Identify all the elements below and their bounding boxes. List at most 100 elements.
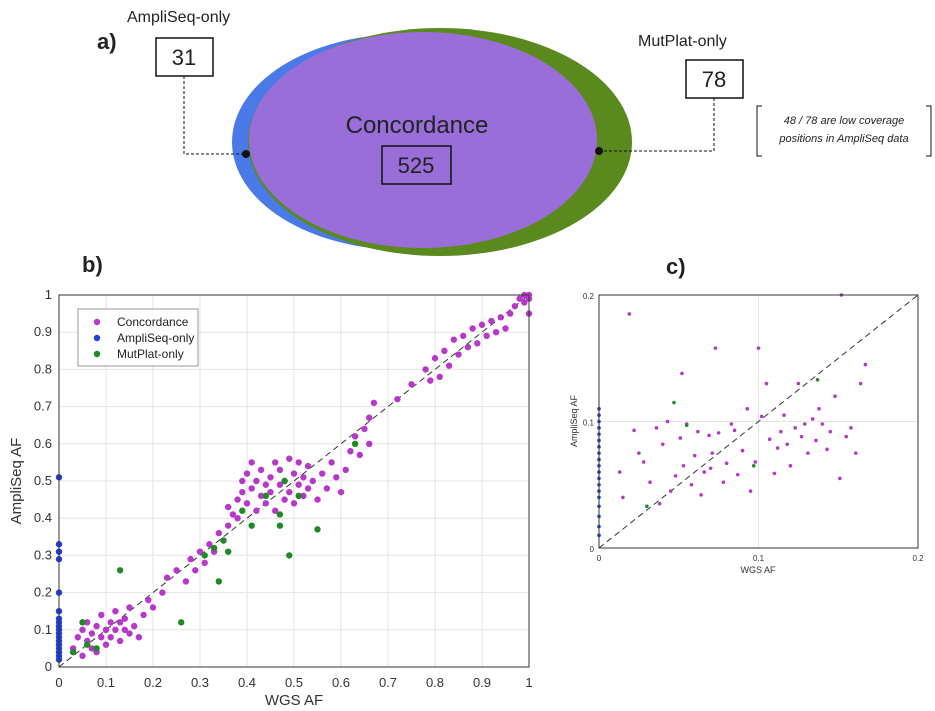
panel-b-x-tick-label: 0.2 — [144, 675, 162, 690]
panel-b-point-concordance — [323, 485, 331, 492]
panel-b-point-concordance — [93, 622, 100, 630]
panel-c-point-concordance — [756, 346, 761, 350]
panel-c-point-concordance — [657, 501, 662, 506]
panel-b-point-concordance — [248, 459, 255, 466]
panel-b-point-concordance — [309, 477, 316, 485]
panel-b-point-concordance — [159, 589, 166, 596]
panel-c-point-concordance — [753, 460, 758, 464]
panel-b-point-concordance — [116, 619, 124, 626]
panel-b-point-concordance — [290, 470, 298, 477]
panel-c-point-concordance — [759, 414, 764, 419]
panel-b-point-concordance — [469, 325, 476, 332]
concordance-label: Concordance — [346, 112, 489, 139]
panel-b-y-axis-label: AmpliSeq AF — [8, 438, 25, 525]
panel-c-point-concordance — [729, 422, 734, 426]
panel-c-point-mutplat-only — [645, 504, 649, 509]
panel-b-point-concordance — [272, 459, 279, 466]
panel-c-point-concordance — [810, 417, 815, 421]
legend-marker-concordance — [93, 318, 101, 326]
mutplat-only-label: MutPlat-only — [638, 33, 727, 50]
panel-c-point-concordance — [853, 451, 858, 455]
panel-b-point-concordance — [295, 459, 302, 466]
panel-b-point-concordance — [243, 470, 251, 477]
panel-b-point-concordance — [521, 299, 528, 306]
panel-b-y-tick-label: 0.6 — [34, 436, 52, 451]
panel-c-point-concordance — [661, 442, 665, 447]
panel-c-point-concordance — [858, 381, 863, 386]
panel-b-point-concordance — [464, 343, 472, 351]
panel-c-point-concordance — [678, 436, 683, 440]
panel-c-point-concordance — [721, 480, 726, 485]
panel-c-point-concordance — [863, 362, 868, 367]
panel-b-point-concordance — [107, 634, 114, 641]
panel-b-point-mutplat-only — [295, 492, 302, 500]
panel-b-point-concordance — [431, 355, 439, 362]
panel-b-point-concordance — [88, 645, 96, 652]
panel-c-point-mutplat-only — [684, 423, 689, 428]
panel-b-point-concordance — [131, 622, 138, 630]
panel-b-point-concordance — [286, 455, 293, 462]
panel-b-point-concordance — [408, 381, 415, 388]
panel-b-point-mutplat-only — [262, 492, 269, 500]
panel-c-point-concordance — [764, 381, 769, 386]
venn-panel: a) Concordance 525 AmpliSeq-only 31 MutP… — [97, 9, 932, 256]
panel-b-x-tick-label: 0.6 — [332, 675, 350, 690]
legend-label-ampliseq-only: AmpliSeq-only — [117, 331, 194, 345]
panel-c-frame — [598, 294, 919, 549]
panel-c-point-concordance — [748, 489, 753, 493]
panel-b-point-mutplat-only — [84, 641, 91, 648]
panel-b-point-concordance — [333, 474, 340, 481]
ampliseq-only-marker — [242, 150, 250, 158]
panel-b-point-concordance — [145, 596, 152, 604]
panel-b-points — [55, 291, 533, 663]
scatter-panel-c: c) 0 0.1 0.2 0 0.1 0.2 WGS AF AmpliSeq AF — [569, 254, 924, 575]
panel-c-y-tick-label: 0.1 — [583, 419, 595, 428]
panel-b-point-mutplat-only — [215, 578, 222, 585]
panel-b-point-concordance — [173, 567, 180, 574]
panel-b-point-concordance — [112, 608, 119, 615]
panel-b-x-tick-label: 1 — [525, 675, 532, 690]
panel-c-point-concordance — [828, 429, 833, 434]
panel-c-identity-line — [598, 294, 919, 549]
panel-c-point-concordance — [724, 461, 729, 466]
panel-c-point-concordance — [681, 463, 686, 468]
panel-b-point-concordance — [488, 317, 495, 325]
panel-b-point-concordance — [328, 459, 335, 466]
panel-c-point-concordance — [817, 407, 821, 411]
panel-b-point-concordance — [196, 548, 204, 555]
panel-b-y-tick-label: 0.7 — [34, 399, 52, 414]
panel-b-point-concordance — [98, 611, 105, 619]
panel-b-point-concordance — [366, 440, 373, 447]
panel-b-point-concordance — [319, 470, 326, 477]
panel-b-point-concordance — [126, 604, 133, 611]
panel-b-point-concordance — [276, 466, 284, 474]
panel-c-point-concordance — [779, 429, 783, 434]
panel-c-point-mutplat-only — [751, 463, 756, 468]
panel-a-label: a) — [97, 29, 117, 54]
panel-b-point-mutplat-only — [69, 648, 77, 656]
panel-b-point-concordance — [295, 481, 302, 488]
panel-b-point-mutplat-only — [314, 526, 321, 533]
panel-c-point-concordance — [844, 434, 849, 439]
panel-c-x-tick-label: 0.1 — [753, 554, 765, 563]
panel-c-y-tick-label: 0.2 — [583, 292, 595, 301]
panel-b-point-concordance — [511, 302, 519, 310]
concordance-count: 525 — [398, 153, 435, 178]
panel-b-x-tick-label: 0.5 — [285, 675, 303, 690]
panel-b-point-concordance — [300, 474, 307, 481]
panel-c-point-concordance — [833, 394, 837, 399]
panel-b-point-concordance — [239, 488, 246, 496]
panel-c-x-tick-label: 0.2 — [912, 554, 924, 563]
panel-b-point-concordance — [79, 626, 86, 633]
panel-c-point-concordance — [665, 419, 670, 424]
panel-b-point-concordance — [276, 481, 284, 488]
panel-b-point-concordance — [492, 329, 500, 336]
panel-b-point-concordance — [445, 362, 453, 369]
panel-b-y-tick-label: 0.9 — [34, 324, 52, 339]
panel-b-point-concordance — [478, 321, 486, 328]
panel-b-point-concordance — [441, 347, 448, 354]
panel-b-point-mutplat-only — [248, 522, 255, 529]
panel-c-point-concordance — [627, 312, 632, 316]
mutplat-only-connector — [599, 98, 715, 152]
panel-c-point-concordance — [641, 460, 646, 464]
